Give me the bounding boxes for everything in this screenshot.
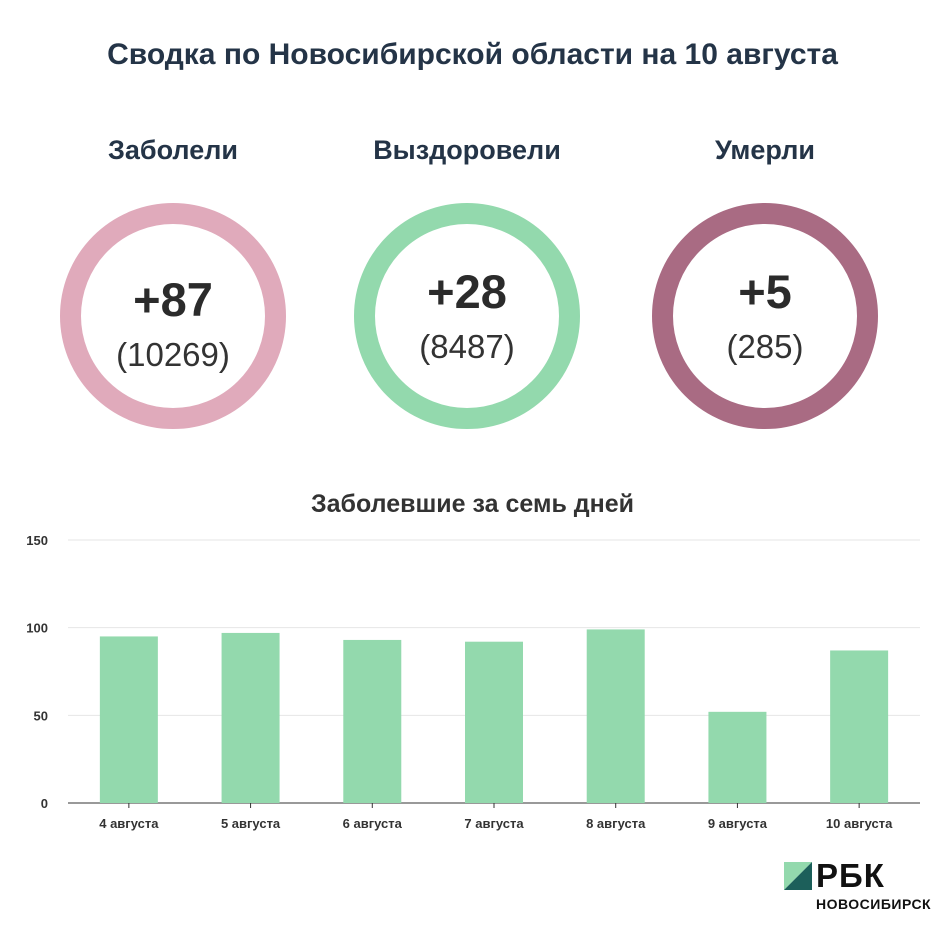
bar [830, 650, 889, 803]
stat-deaths-ring: +5 (285) [652, 203, 878, 429]
stat-recovered-ring: +28 (8487) [354, 203, 580, 429]
stat-infected-ring: +87 (10269) [60, 203, 286, 429]
stat-recovered-total: (8487) [419, 328, 515, 365]
stat-infected-delta: +87 [133, 273, 213, 326]
rbc-logo-text: РБК [816, 857, 885, 894]
bar [99, 636, 158, 803]
bar [586, 629, 645, 803]
stat-infected: Заболели +87 (10269) [53, 135, 293, 429]
y-tick-label: 150 [26, 533, 48, 548]
stat-deaths-delta: +5 [738, 265, 792, 318]
y-tick-label: 0 [41, 796, 48, 811]
stat-recovered-delta: +28 [427, 265, 507, 318]
bar [465, 641, 523, 803]
rbc-logo-mark [784, 862, 812, 890]
bar [708, 711, 767, 803]
chart-title: Заболевшие за семь дней [310, 490, 634, 518]
x-tick-label: 6 августа [343, 816, 403, 831]
x-tick-label: 10 августа [826, 816, 893, 831]
stat-deaths-total: (285) [726, 328, 804, 365]
x-tick-label: 8 августа [586, 816, 646, 831]
x-tick-label: 4 августа [99, 816, 159, 831]
y-tick-label: 100 [26, 621, 48, 636]
bar [221, 632, 280, 803]
x-tick-label: 9 августа [708, 816, 768, 831]
bar [343, 639, 402, 803]
x-tick-label: 7 августа [464, 816, 524, 831]
page-title: Сводка по Новосибирской области на 10 ав… [107, 38, 838, 71]
y-tick-label: 50 [34, 708, 48, 723]
stat-deaths: Умерли +5 (285) [645, 135, 885, 429]
stat-infected-total: (10269) [116, 336, 230, 373]
bar-chart: 0 50 100 150 4 августа 5 августа 6 августа 7 ав… [26, 533, 920, 831]
stat-recovered: Выздоровели +28 (8487) [347, 135, 587, 429]
stat-infected-label: Заболели [108, 135, 238, 165]
rbc-logo-subtitle: НОВОСИБИРСК [816, 896, 932, 912]
stat-deaths-label: Умерли [714, 135, 815, 165]
stat-recovered-label: Выздоровели [373, 135, 561, 165]
x-tick-label: 5 августа [221, 816, 281, 831]
rbc-logo: РБК НОВОСИБИРСК [784, 858, 934, 918]
